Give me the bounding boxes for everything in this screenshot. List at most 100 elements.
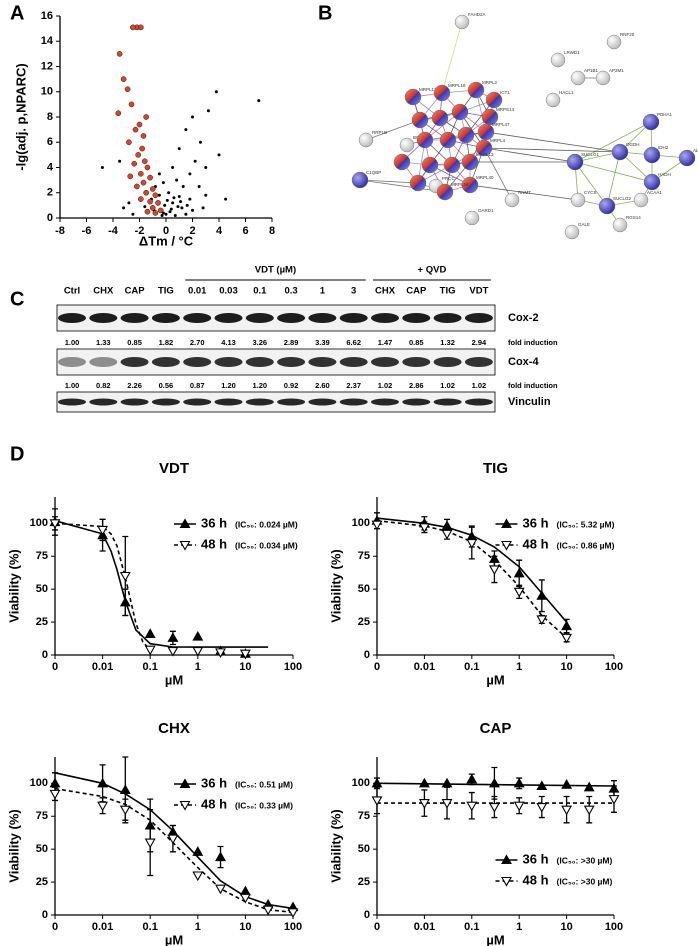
y-tick-label: 50	[36, 843, 48, 855]
node-label: CYCS	[584, 190, 597, 195]
node	[464, 210, 480, 226]
node-label: AP2M1	[609, 68, 624, 73]
data-point	[147, 174, 153, 181]
lane-label: 1	[320, 286, 326, 297]
band	[89, 398, 118, 406]
data-point	[371, 796, 383, 807]
node	[461, 176, 479, 194]
node	[570, 192, 586, 208]
legend-label: 48 h	[523, 872, 549, 887]
band	[214, 313, 243, 323]
data-point	[441, 529, 453, 540]
fit-line	[54, 772, 294, 910]
lane-label: Ctrl	[64, 286, 80, 297]
y-tick-label: 100	[352, 777, 370, 789]
data-point	[136, 121, 143, 128]
fold-value: 2.89	[284, 338, 299, 347]
node-label: SUCLG1	[581, 152, 600, 157]
y-tick-label: 75	[358, 810, 370, 822]
data-point	[127, 201, 131, 205]
data-point	[167, 191, 171, 195]
band	[277, 357, 306, 367]
data-point	[171, 166, 175, 169]
lane-label: CHX	[375, 286, 396, 297]
data-point	[466, 539, 478, 549]
x-tick-label: 0	[163, 225, 169, 237]
data-point	[185, 203, 189, 207]
data-point	[126, 139, 132, 146]
y-axis-label: Viability (%)	[328, 809, 343, 882]
fold-value: 1.20	[221, 381, 236, 390]
y-tick-label: 75	[358, 550, 370, 562]
data-point	[441, 777, 453, 788]
data-point	[179, 200, 183, 204]
lane-label: 0.3	[284, 286, 297, 297]
data-point	[157, 193, 161, 197]
data-point	[191, 208, 194, 212]
edge	[359, 179, 419, 184]
band	[371, 313, 399, 323]
y-tick-label: 100	[352, 517, 370, 529]
data-point	[206, 109, 210, 113]
data-point	[138, 196, 144, 202]
node-label: MRPL18	[448, 83, 466, 88]
data-point	[100, 166, 104, 169]
chart-title: CHX	[158, 720, 190, 737]
data-point	[152, 210, 159, 216]
node-label: MRPL17	[419, 87, 437, 92]
band	[371, 398, 399, 406]
data-point	[536, 615, 548, 626]
fold-value: 0.85	[409, 338, 424, 347]
node	[411, 111, 429, 129]
node	[416, 131, 434, 149]
data-point	[97, 525, 109, 536]
node	[643, 173, 661, 191]
data-point	[97, 777, 109, 788]
fold-value: 0.92	[284, 381, 299, 390]
x-tick-label: 4	[216, 225, 223, 237]
legend-label: 36 h	[201, 775, 227, 790]
data-point	[132, 126, 139, 133]
edge	[469, 184, 579, 201]
data-point	[197, 184, 201, 188]
legend-label: 36 h	[201, 515, 227, 530]
x-tick-label: 10	[560, 661, 572, 673]
band	[245, 357, 274, 367]
group-label: VDT (µM)	[255, 265, 296, 276]
x-tick-label: 100	[605, 661, 623, 673]
node-label: MRPL16	[451, 182, 469, 187]
fit-line	[376, 519, 568, 639]
legend-marker	[179, 800, 191, 811]
y-tick-label: 0	[47, 212, 53, 224]
y-tick-label: 25	[36, 616, 48, 628]
x-tick-label: 2	[189, 225, 195, 237]
band	[371, 357, 399, 367]
x-tick-label: 0.1	[143, 661, 158, 673]
data-point	[138, 24, 144, 31]
data-point	[131, 160, 137, 167]
legend-label: 48 h	[201, 796, 227, 811]
legend-marker	[179, 778, 191, 789]
x-tick-label: 10	[239, 921, 251, 933]
group-label: + QVD	[418, 265, 447, 276]
node	[566, 153, 584, 171]
data-point	[127, 173, 134, 180]
y-axis-label: Viability (%)	[328, 549, 343, 622]
fold-value: 1.20	[252, 381, 267, 390]
fold-value: 2.60	[315, 381, 330, 390]
fold-label: fold induction	[508, 381, 558, 390]
y-tick-label: 75	[36, 550, 48, 562]
fold-value: 1.00	[65, 381, 80, 390]
node-label: OARD1	[478, 208, 494, 213]
data-point	[513, 777, 525, 788]
data-point	[171, 201, 175, 205]
band	[214, 398, 243, 406]
node-label: RRP1B	[372, 130, 387, 135]
node	[595, 70, 611, 86]
data-point	[583, 805, 595, 816]
data-point	[175, 178, 179, 182]
data-point	[160, 213, 164, 217]
data-point	[561, 805, 573, 816]
node	[457, 126, 475, 144]
data-point	[418, 777, 430, 788]
